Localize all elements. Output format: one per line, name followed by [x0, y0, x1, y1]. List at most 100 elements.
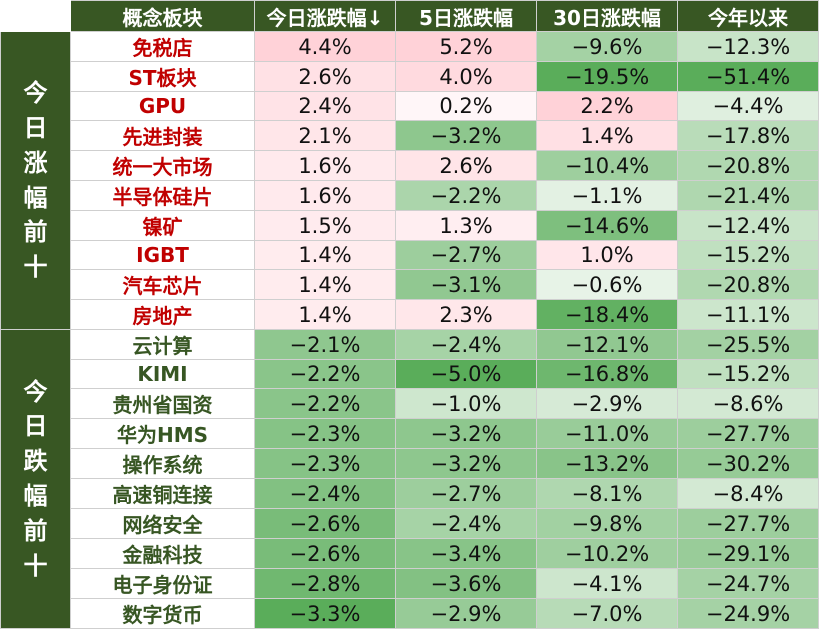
thirty-day-change-cell: −9.8% [536, 508, 678, 539]
five-day-change-cell: −1.0% [395, 388, 537, 419]
sector-name-cell[interactable]: IGBT [70, 240, 255, 270]
today-change-cell: −2.8% [254, 568, 396, 599]
group-label-text: 今日涨幅前十 [23, 79, 48, 282]
ytd-change-cell: −24.7% [677, 568, 819, 599]
table-row[interactable]: 华为HMS −2.3% −3.2% −11.0% −27.7% [1, 418, 819, 449]
table-row[interactable]: 今日跌幅前十 云计算 −2.1% −2.4% −12.1% −25.5% [0, 329, 819, 629]
thirty-day-change-cell: −16.8% [536, 359, 678, 389]
table-row[interactable]: 网络安全 −2.6% −2.4% −9.8% −27.7% [1, 508, 819, 539]
today-change-cell: −2.3% [254, 418, 396, 449]
ytd-change-cell: −30.2% [677, 448, 819, 479]
table-row[interactable]: 数字货币 −3.3% −2.9% −7.0% −24.9% [1, 598, 819, 629]
sector-name-cell[interactable]: 华为HMS [70, 418, 255, 449]
thirty-day-change-cell: −4.1% [536, 568, 678, 599]
ytd-change-cell: −29.1% [677, 538, 819, 569]
today-change-cell: 4.4% [254, 31, 396, 62]
group-label-gainers: 今日涨幅前十 [0, 31, 71, 330]
sector-name-cell[interactable]: 半导体硅片 [70, 180, 255, 211]
ytd-change-cell: −25.5% [677, 329, 819, 360]
thirty-day-change-cell: −8.1% [536, 478, 678, 509]
sector-name-cell[interactable]: 房地产 [70, 299, 255, 330]
today-change-cell: 1.6% [254, 180, 396, 211]
table-row[interactable]: 操作系统 −2.3% −3.2% −13.2% −30.2% [1, 448, 819, 479]
table-row[interactable]: IGBT 1.4% −2.7% 1.0% −15.2% [1, 240, 819, 270]
header-ytd-change[interactable]: 今年以来 [677, 0, 819, 32]
table-row[interactable]: 高速铜连接 −2.4% −2.7% −8.1% −8.4% [1, 478, 819, 509]
five-day-change-cell: −2.2% [395, 180, 537, 211]
table-row[interactable]: 统一大市场 1.6% 2.6% −10.4% −20.8% [1, 150, 819, 181]
thirty-day-change-cell: −11.0% [536, 418, 678, 449]
table-row[interactable]: 汽车芯片 1.4% −3.1% −0.6% −20.8% [1, 269, 819, 300]
table-row[interactable]: 金融科技 −2.6% −3.4% −10.2% −29.1% [1, 538, 819, 569]
sector-name-cell[interactable]: 先进封装 [70, 120, 255, 151]
thirty-day-change-cell: −9.6% [536, 31, 678, 62]
today-change-cell: 1.4% [254, 240, 396, 270]
five-day-change-cell: −2.4% [395, 508, 537, 539]
table-row[interactable]: 电子身份证 −2.8% −3.6% −4.1% −24.7% [1, 568, 819, 599]
thirty-day-change-cell: −19.5% [536, 61, 678, 92]
five-day-change-cell: 5.2% [395, 31, 537, 62]
ytd-change-cell: −8.4% [677, 478, 819, 509]
sector-name-cell[interactable]: 高速铜连接 [70, 478, 255, 509]
sector-name-cell[interactable]: 操作系统 [70, 448, 255, 479]
ytd-change-cell: −11.1% [677, 299, 819, 330]
five-day-change-cell: −3.2% [395, 120, 537, 151]
five-day-change-cell: −3.4% [395, 538, 537, 569]
header-row: 概念板块 今日涨跌幅↓ 5日涨跌幅 30日涨跌幅 今年以来 [0, 0, 819, 32]
today-change-cell: −2.6% [254, 538, 396, 569]
thirty-day-change-cell: 2.2% [536, 91, 678, 121]
five-day-change-cell: 1.3% [395, 210, 537, 241]
sector-name-cell[interactable]: 金融科技 [70, 538, 255, 569]
sector-name-cell[interactable]: 网络安全 [70, 508, 255, 539]
header-sector[interactable]: 概念板块 [70, 0, 255, 32]
table-row[interactable]: 贵州省国资 −2.2% −1.0% −2.9% −8.6% [1, 388, 819, 419]
ytd-change-cell: −27.7% [677, 418, 819, 449]
thirty-day-change-cell: −10.2% [536, 538, 678, 569]
sector-name-cell[interactable]: 镍矿 [70, 210, 255, 241]
table-row[interactable]: 先进封装 2.1% −3.2% 1.4% −17.8% [1, 120, 819, 151]
five-day-change-cell: −5.0% [395, 359, 537, 389]
sector-name-cell[interactable]: 电子身份证 [70, 568, 255, 599]
ytd-change-cell: −15.2% [677, 359, 819, 389]
today-change-cell: −2.4% [254, 478, 396, 509]
sector-name-cell[interactable]: ST板块 [70, 61, 255, 92]
ytd-change-cell: −15.2% [677, 240, 819, 270]
group-label-losers: 今日跌幅前十 [0, 329, 71, 629]
today-change-cell: −2.3% [254, 448, 396, 479]
sector-name-cell[interactable]: 免税店 [70, 31, 255, 62]
ytd-change-cell: −51.4% [677, 61, 819, 92]
table-row[interactable]: 今日涨幅前十 免税店 4.4% 5.2% −9.6% −12.3% [0, 31, 819, 330]
sector-name-cell[interactable]: 数字货币 [70, 598, 255, 629]
sector-name-cell[interactable]: 云计算 [70, 329, 255, 360]
five-day-change-cell: 4.0% [395, 61, 537, 92]
header-30day-change[interactable]: 30日涨跌幅 [536, 0, 678, 32]
thirty-day-change-cell: 1.0% [536, 240, 678, 270]
thirty-day-change-cell: −7.0% [536, 598, 678, 629]
sector-name-cell[interactable]: 贵州省国资 [70, 388, 255, 419]
table-row[interactable]: 房地产 1.4% 2.3% −18.4% −11.1% [1, 299, 819, 330]
table-row[interactable]: 镍矿 1.5% 1.3% −14.6% −12.4% [1, 210, 819, 241]
table-row[interactable]: KIMI −2.2% −5.0% −16.8% −15.2% [1, 359, 819, 389]
table-row[interactable]: ST板块 2.6% 4.0% −19.5% −51.4% [1, 61, 819, 92]
today-change-cell: 1.6% [254, 150, 396, 181]
five-day-change-cell: 2.6% [395, 150, 537, 181]
today-change-cell: −2.1% [254, 329, 396, 360]
today-change-cell: −2.2% [254, 388, 396, 419]
sector-name-cell[interactable]: KIMI [70, 359, 255, 389]
five-day-change-cell: −3.2% [395, 448, 537, 479]
sector-name-cell[interactable]: 汽车芯片 [70, 269, 255, 300]
five-day-change-cell: −2.4% [395, 329, 537, 360]
today-change-cell: 1.4% [254, 299, 396, 330]
five-day-change-cell: −2.7% [395, 240, 537, 270]
sector-name-cell[interactable]: 统一大市场 [70, 150, 255, 181]
five-day-change-cell: −3.6% [395, 568, 537, 599]
table-row[interactable]: 半导体硅片 1.6% −2.2% −1.1% −21.4% [1, 180, 819, 211]
today-change-cell: −2.6% [254, 508, 396, 539]
ytd-change-cell: −12.3% [677, 31, 819, 62]
today-change-cell: 1.5% [254, 210, 396, 241]
header-today-change[interactable]: 今日涨跌幅↓ [254, 0, 396, 32]
table-row[interactable]: GPU 2.4% 0.2% 2.2% −4.4% [1, 91, 819, 121]
header-5day-change[interactable]: 5日涨跌幅 [395, 0, 537, 32]
sector-name-cell[interactable]: GPU [70, 91, 255, 121]
